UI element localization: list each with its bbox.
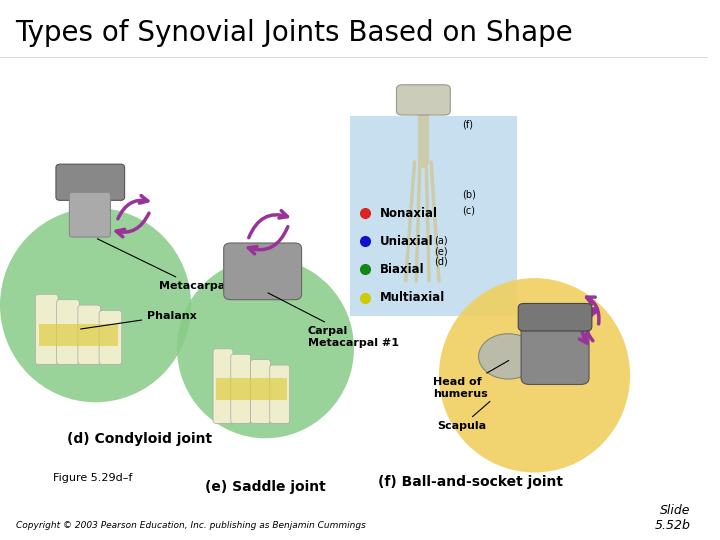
Text: Slide
5.52b: Slide 5.52b [654, 504, 690, 532]
Text: (d): (d) [434, 257, 448, 267]
FancyBboxPatch shape [231, 354, 251, 423]
Text: (b): (b) [462, 190, 476, 199]
Text: (f) Ball-and-socket joint: (f) Ball-and-socket joint [378, 475, 563, 489]
Text: Multiaxial: Multiaxial [380, 291, 446, 304]
Text: Phalanx: Phalanx [81, 310, 197, 329]
FancyBboxPatch shape [35, 294, 58, 364]
FancyBboxPatch shape [224, 243, 302, 300]
FancyBboxPatch shape [56, 164, 125, 200]
Text: Uniaxial: Uniaxial [380, 235, 434, 248]
Circle shape [479, 334, 538, 379]
FancyBboxPatch shape [69, 192, 110, 237]
FancyBboxPatch shape [521, 312, 589, 384]
FancyBboxPatch shape [213, 349, 233, 423]
FancyBboxPatch shape [99, 310, 122, 365]
FancyBboxPatch shape [57, 300, 79, 365]
FancyBboxPatch shape [251, 360, 271, 423]
Text: Figure 5.29d–f: Figure 5.29d–f [53, 473, 132, 483]
FancyBboxPatch shape [397, 85, 450, 115]
Text: (c): (c) [462, 206, 475, 215]
FancyBboxPatch shape [270, 365, 289, 423]
Ellipse shape [177, 258, 354, 438]
Text: Copyright © 2003 Pearson Education, Inc. publishing as Benjamin Cummings: Copyright © 2003 Pearson Education, Inc.… [16, 521, 366, 530]
Polygon shape [216, 378, 287, 400]
Polygon shape [39, 324, 118, 346]
Text: (f): (f) [462, 119, 473, 129]
Text: (e) Saddle joint: (e) Saddle joint [205, 480, 326, 494]
Text: Carpal
Metacarpal #1: Carpal Metacarpal #1 [268, 293, 399, 348]
Bar [351, 116, 517, 316]
Text: Nonaxial: Nonaxial [380, 207, 438, 220]
Text: (a): (a) [434, 235, 448, 245]
Text: Metacarpal: Metacarpal [97, 239, 229, 291]
Ellipse shape [439, 278, 630, 472]
Text: Scapula: Scapula [437, 401, 490, 431]
Text: Types of Synovial Joints Based on Shape: Types of Synovial Joints Based on Shape [16, 19, 573, 47]
Ellipse shape [0, 208, 191, 402]
Text: Head of
humerus: Head of humerus [433, 361, 509, 399]
FancyBboxPatch shape [78, 305, 101, 364]
FancyBboxPatch shape [518, 303, 592, 331]
Text: Biaxial: Biaxial [380, 263, 425, 276]
Text: (e): (e) [434, 246, 448, 256]
Text: (d) Condyloid joint: (d) Condyloid joint [67, 431, 212, 446]
